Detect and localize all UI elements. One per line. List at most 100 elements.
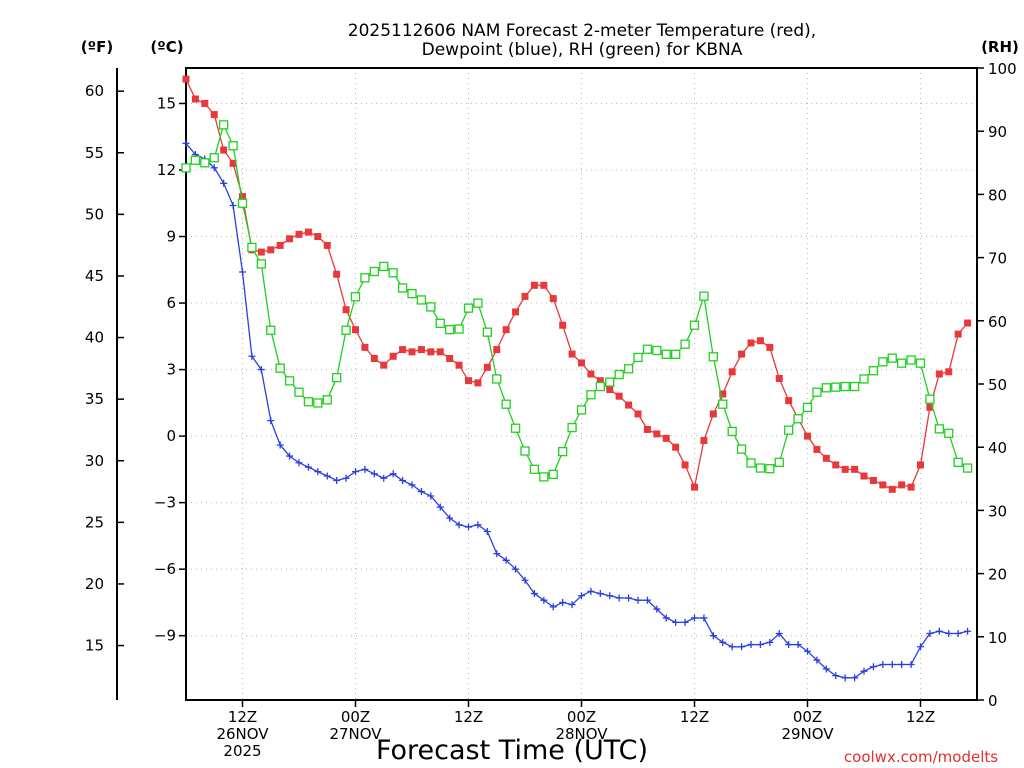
temperature-point xyxy=(728,368,736,376)
dewpoint-point xyxy=(436,503,444,511)
time-tick-label: 00Z 28NOV xyxy=(555,708,608,743)
rh-point xyxy=(718,399,728,409)
rh-point xyxy=(482,327,492,337)
dewpoint-point xyxy=(295,459,303,467)
temperature-point xyxy=(455,361,463,369)
dewpoint-point xyxy=(785,641,793,649)
temperature-point xyxy=(342,306,350,314)
rh-point xyxy=(501,399,511,409)
time-tick-label-line: 00Z xyxy=(567,708,596,726)
dewpoint-point xyxy=(521,576,529,584)
rh-point xyxy=(793,414,803,424)
rh-point xyxy=(284,376,295,386)
rh-point xyxy=(633,352,643,363)
rh-point xyxy=(699,291,709,301)
dewpoint-point xyxy=(643,596,651,604)
temperature-point xyxy=(747,339,755,347)
fahrenheit-tick-label: 25 xyxy=(85,513,104,531)
celsius-tick-label: 12 xyxy=(157,161,176,179)
rh-point xyxy=(294,387,304,397)
temperature-point xyxy=(596,377,604,385)
temperature-point xyxy=(540,281,548,289)
rh-point xyxy=(209,153,219,163)
time-tick-label: 12Z xyxy=(680,708,709,726)
rh-point xyxy=(878,357,888,367)
temperature-point xyxy=(869,476,877,484)
time-tick-label: 12Z xyxy=(454,708,483,726)
dewpoint-point xyxy=(869,663,877,671)
rh-point xyxy=(275,363,285,373)
temperature-point xyxy=(389,352,397,360)
fahrenheit-tick-label: 55 xyxy=(85,144,104,162)
temperature-point xyxy=(361,343,369,351)
rh-point xyxy=(567,422,577,433)
temperature-point xyxy=(408,348,416,356)
dewpoint-point xyxy=(239,268,246,276)
temperature-point xyxy=(587,370,595,378)
dewpoint-point xyxy=(559,598,567,606)
rh-tick-label: 10 xyxy=(988,629,1007,647)
rh-point xyxy=(944,428,954,438)
celsius-tick-label: 9 xyxy=(166,228,176,246)
fahrenheit-unit-label: (ºF) xyxy=(81,38,113,56)
temperature-point xyxy=(785,397,793,405)
dewpoint-point xyxy=(804,647,811,655)
temperature-point xyxy=(483,363,491,371)
rh-point xyxy=(332,373,342,383)
dewpoint-point xyxy=(596,590,604,598)
time-tick-label: 00Z 29NOV xyxy=(781,708,834,743)
fahrenheit-tick-label: 40 xyxy=(85,329,104,347)
temperature-point xyxy=(493,346,501,354)
rh-point xyxy=(181,163,191,173)
rh-point xyxy=(256,259,266,269)
dewpoint-point xyxy=(738,643,746,651)
dewpoint-point xyxy=(304,463,312,471)
time-tick-label-line: 27NOV xyxy=(329,725,382,743)
dewpoint-point xyxy=(276,441,284,449)
temperature-point xyxy=(239,193,246,201)
rh-tick-label: 40 xyxy=(988,439,1007,457)
rh-point xyxy=(473,298,483,308)
temperature-point xyxy=(380,361,388,369)
fahrenheit-tick-label: 15 xyxy=(85,637,104,655)
rh-point xyxy=(576,405,587,415)
rh-point xyxy=(200,158,210,168)
rh-point xyxy=(812,387,822,397)
dewpoint-point xyxy=(691,614,698,622)
temperature-point xyxy=(907,483,915,491)
dewpoint-point xyxy=(361,465,369,473)
rh-point xyxy=(605,377,615,387)
dewpoint-point xyxy=(408,481,416,489)
time-tick-label: 00Z 27NOV xyxy=(329,708,382,743)
dewpoint-point xyxy=(756,641,764,649)
celsius-tick-label: 6 xyxy=(166,294,176,312)
rh-point xyxy=(219,120,229,130)
rh-point xyxy=(642,344,653,354)
series-line-temperature xyxy=(185,78,969,491)
temperature-point xyxy=(766,343,774,351)
dewpoint-point xyxy=(352,468,359,476)
rh-point xyxy=(520,446,530,456)
dewpoint-point xyxy=(747,641,755,649)
temperature-point xyxy=(549,295,557,303)
temperature-point xyxy=(606,386,614,394)
rh-point xyxy=(322,395,332,405)
rh-point xyxy=(510,423,521,433)
temperature-point xyxy=(182,75,190,83)
rh-point xyxy=(755,463,766,473)
rh-point xyxy=(435,318,445,328)
celsius-tick-label: −9 xyxy=(154,627,176,645)
dewpoint-point xyxy=(530,590,538,598)
dewpoint-point xyxy=(342,474,350,482)
dewpoint-point xyxy=(267,417,275,425)
rh-point xyxy=(558,446,568,457)
dewpoint-point xyxy=(446,514,454,522)
temperature-point xyxy=(521,292,529,300)
series-layer xyxy=(181,75,973,682)
time-tick-label-line: 2025 xyxy=(223,742,261,760)
rh-tick-label: 90 xyxy=(988,123,1007,141)
rh-tick-label: 20 xyxy=(988,566,1007,584)
dewpoint-point xyxy=(926,629,934,637)
dewpoint-point xyxy=(634,596,642,604)
dewpoint-point xyxy=(851,674,859,682)
